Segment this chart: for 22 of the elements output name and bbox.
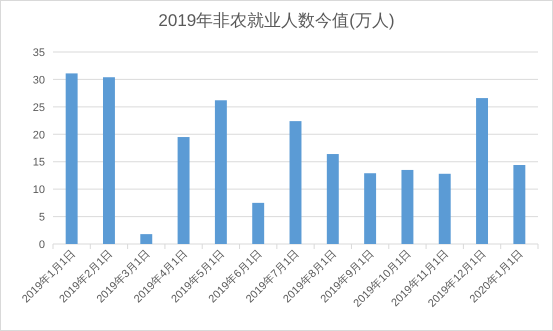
y-tick-label: 30 xyxy=(32,74,45,86)
bar xyxy=(401,170,414,244)
y-tick-label: 5 xyxy=(38,212,45,224)
y-tick-label: 0 xyxy=(38,239,45,251)
bar xyxy=(140,234,152,244)
bar xyxy=(476,98,488,244)
bar xyxy=(513,165,526,244)
y-tick-label: 25 xyxy=(32,102,45,114)
bar xyxy=(364,173,376,244)
bar xyxy=(290,121,302,244)
y-tick-label: 10 xyxy=(32,184,45,196)
bar xyxy=(66,73,78,244)
chart-title: 2019年非农就业人数今值(万人) xyxy=(158,11,395,30)
y-tick-label: 20 xyxy=(32,129,45,142)
y-tick-label: 15 xyxy=(32,156,45,169)
bar xyxy=(178,137,190,244)
bar xyxy=(252,202,264,244)
bar xyxy=(438,174,451,244)
bar xyxy=(214,100,227,244)
bar xyxy=(326,154,339,244)
bar xyxy=(102,77,115,244)
y-tick-label: 35 xyxy=(32,47,45,59)
